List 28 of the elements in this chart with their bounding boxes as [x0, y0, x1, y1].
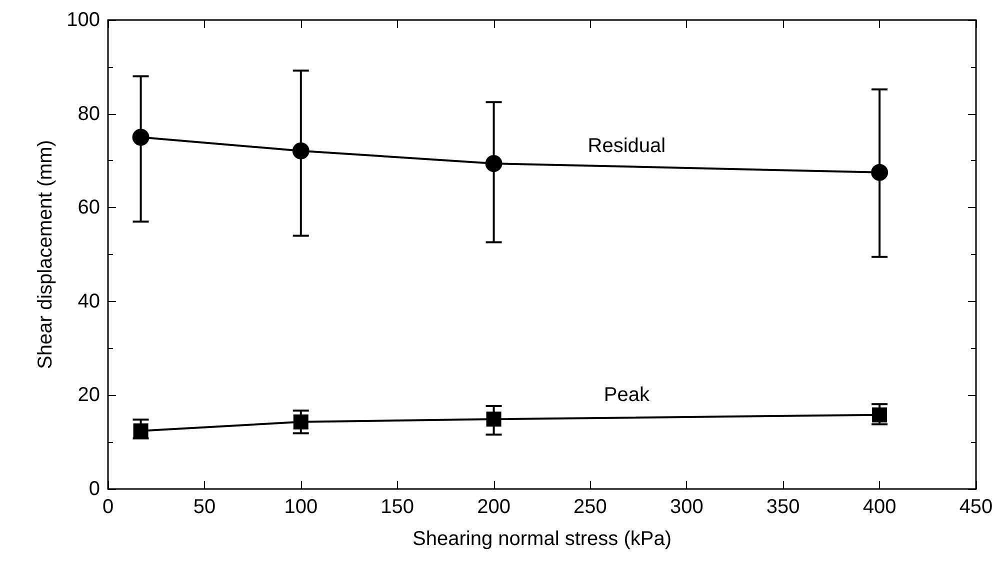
x-tick-label: 50	[193, 496, 216, 518]
point	[871, 164, 888, 181]
x-tick-label: 350	[766, 496, 800, 518]
point	[293, 414, 308, 430]
x-tick-label: 450	[959, 496, 993, 518]
x-tick-label: 200	[477, 496, 510, 518]
y-tick-label: 100	[66, 9, 100, 31]
y-axis-title: Shear displacement (mm)	[34, 140, 57, 369]
y-tick-label: 60	[78, 196, 100, 219]
x-tick-label: 250	[574, 496, 607, 518]
x-tick-label: 100	[284, 496, 318, 518]
y-tick-label: 20	[78, 384, 100, 406]
point	[132, 128, 150, 146]
x-axis-title: Shearing normal stress (kPa)	[412, 528, 672, 550]
series-label: Peak	[604, 384, 650, 406]
x-tick-label: 0	[102, 496, 114, 518]
y-tick-label: 40	[78, 290, 100, 312]
point	[133, 423, 148, 438]
point	[486, 412, 502, 427]
point	[485, 155, 502, 172]
y-tick-label: 80	[78, 102, 100, 125]
point	[872, 407, 888, 422]
x-tick-label: 150	[380, 496, 414, 518]
y-tick-label: 0	[88, 478, 100, 500]
x-tick-label: 300	[670, 496, 704, 518]
x-tick-label: 400	[862, 496, 896, 518]
point	[292, 142, 310, 160]
series-label: Residual	[588, 134, 666, 157]
